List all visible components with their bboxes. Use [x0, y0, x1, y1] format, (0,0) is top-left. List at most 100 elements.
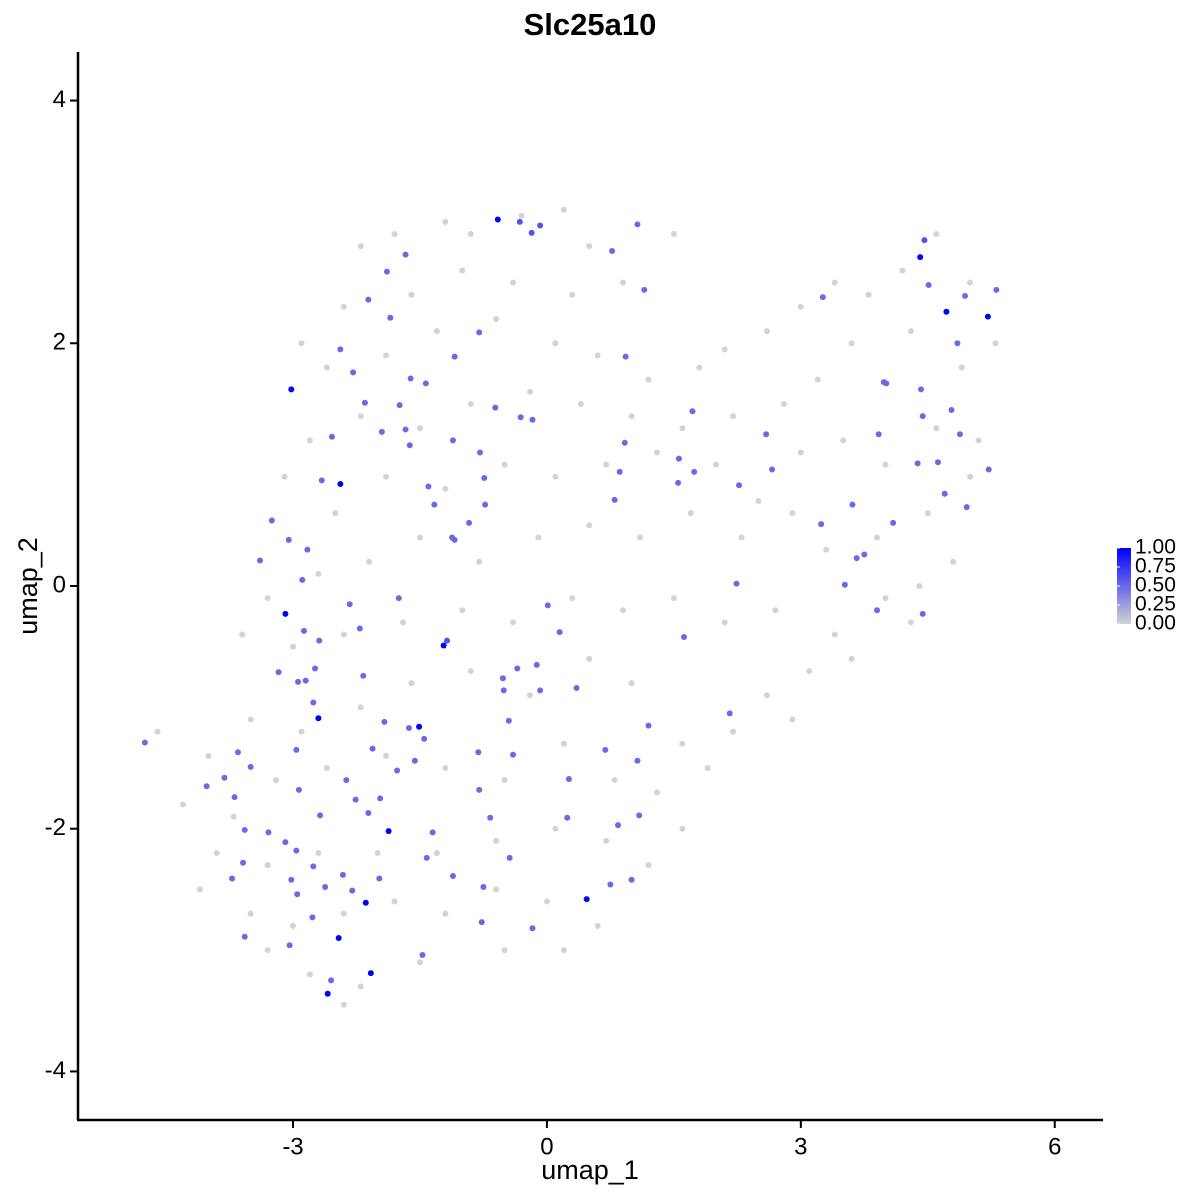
cell-point — [411, 757, 418, 764]
cell-point — [306, 971, 313, 978]
cell-point — [691, 468, 698, 475]
cell-point — [653, 789, 660, 796]
cell-point — [831, 631, 838, 638]
x-tick-label: 6 — [1048, 1133, 1061, 1160]
cell-point — [954, 340, 961, 347]
cell-point — [537, 687, 544, 694]
cell-point — [594, 352, 601, 359]
cell-point — [376, 875, 383, 882]
cell-point — [882, 461, 889, 468]
cell-point — [346, 601, 353, 608]
cell-point — [282, 839, 289, 846]
cell-point — [367, 970, 374, 977]
cell-point — [573, 684, 580, 691]
cell-point — [853, 555, 860, 562]
cell-point — [408, 680, 415, 687]
cell-point — [383, 352, 390, 359]
color-tick-label: 0.00 — [1135, 612, 1176, 635]
cell-point — [340, 303, 347, 310]
cell-point — [918, 386, 925, 393]
cell-point — [628, 413, 635, 420]
cell-point — [340, 910, 347, 917]
cell-point — [295, 678, 302, 685]
cell-point — [560, 740, 567, 747]
cell-point — [890, 519, 897, 526]
cell-point — [221, 774, 228, 781]
cell-point — [763, 328, 770, 335]
cell-point — [526, 388, 533, 395]
cell-point — [675, 455, 682, 462]
cell-point — [369, 745, 376, 752]
cell-point — [451, 353, 458, 360]
y-tick-label: 2 — [53, 329, 66, 356]
cell-point — [721, 619, 728, 626]
cell-point — [840, 437, 847, 444]
cell-point — [476, 786, 483, 793]
cell-point — [609, 248, 616, 255]
cell-point — [213, 850, 220, 856]
cell-point — [264, 947, 271, 954]
cell-point — [343, 777, 350, 784]
cell-point — [478, 919, 485, 926]
y-tick-label: -2 — [45, 814, 66, 841]
cell-point — [315, 850, 322, 856]
cell-point — [288, 386, 295, 393]
cell-point — [958, 364, 965, 371]
cell-point — [357, 243, 364, 250]
cell-point — [442, 910, 449, 917]
cell-point — [239, 631, 246, 638]
cell-point — [499, 675, 506, 682]
cell-point — [501, 461, 508, 468]
cell-point — [480, 883, 487, 890]
cell-point — [679, 740, 686, 747]
cell-point — [917, 254, 924, 261]
cell-point — [241, 826, 248, 833]
cell-point — [529, 925, 536, 932]
cell-point — [298, 340, 305, 347]
cell-point — [493, 837, 500, 844]
cell-point — [378, 428, 385, 435]
cell-point — [309, 914, 316, 921]
cell-point — [273, 777, 280, 784]
cell-point — [789, 510, 796, 517]
cell-point — [670, 231, 677, 238]
cell-point — [919, 610, 926, 617]
cell-point — [907, 328, 914, 335]
cell-point — [383, 268, 390, 275]
cell-point — [616, 468, 623, 475]
cell-point — [492, 404, 499, 411]
cell-point — [310, 699, 317, 706]
cell-point — [383, 752, 390, 759]
cell-point — [391, 898, 398, 905]
cell-point — [451, 536, 458, 543]
cell-point — [925, 282, 932, 289]
cell-point — [337, 346, 344, 353]
cell-point — [357, 413, 364, 420]
cell-point — [552, 825, 559, 832]
cell-point — [475, 749, 482, 756]
cell-point — [516, 218, 523, 225]
cell-point — [992, 340, 999, 347]
cell-point — [560, 206, 567, 213]
cell-point — [241, 933, 248, 940]
cell-point — [975, 437, 982, 444]
cell-point — [586, 655, 593, 662]
cell-point — [400, 619, 407, 626]
cell-point — [950, 558, 957, 565]
cell-point — [874, 534, 881, 541]
cell-point — [408, 291, 415, 298]
cell-point — [381, 718, 388, 725]
cell-point — [324, 990, 331, 997]
x-tick-label: -3 — [282, 1133, 303, 1160]
cell-point — [352, 796, 359, 803]
cell-point — [141, 739, 148, 746]
cell-point — [607, 881, 614, 888]
cell-point — [323, 364, 330, 371]
cell-point — [406, 442, 413, 449]
cell-point — [552, 473, 559, 480]
cell-point — [831, 279, 838, 286]
cell-point — [772, 607, 779, 614]
cell-point — [300, 627, 307, 634]
cell-point — [449, 873, 456, 880]
